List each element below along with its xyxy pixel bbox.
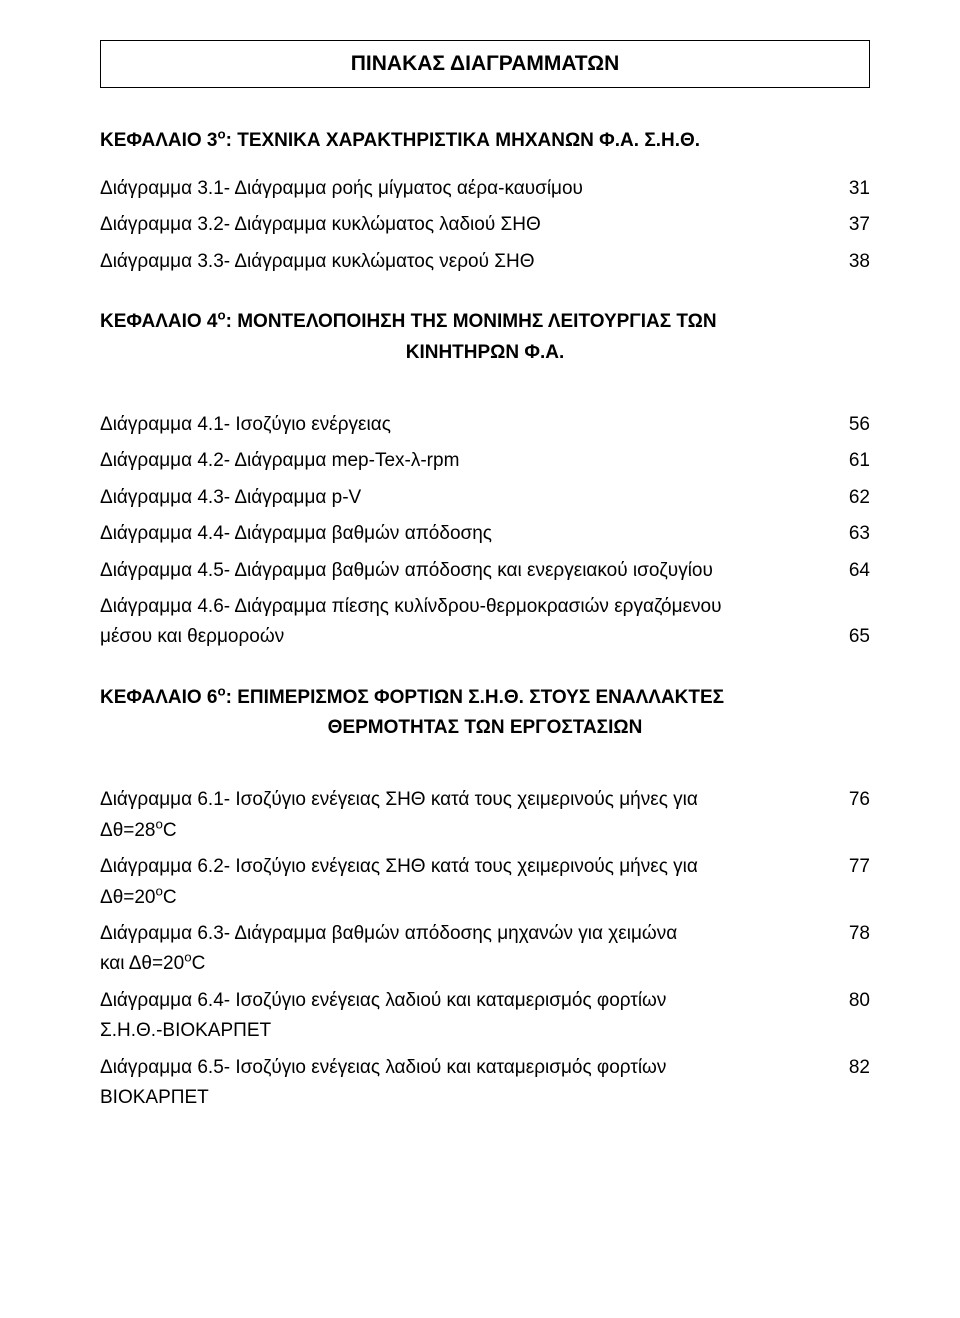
chapter-6-sup: ο bbox=[218, 683, 226, 698]
entry-page: 76 bbox=[830, 785, 870, 815]
entry-label-line2: ΒΙΟΚΑΡΠΕΤ bbox=[100, 1087, 209, 1108]
chapter-3-sup: ο bbox=[218, 126, 226, 141]
chapter-6-heading: ΚΕΦΑΛΑΙΟ 6ο: ΕΠΙΜΕΡΙΣΜΟΣ ΦΟΡΤΙΩΝ Σ.Η.Θ. … bbox=[100, 683, 870, 744]
entry-page: 65 bbox=[830, 622, 870, 652]
toc-entry: Διάγραμμα 4.1- Ισοζύγιο ενέργειας 56 bbox=[100, 410, 870, 440]
toc-entry: Διάγραμμα 6.2- Ισοζύγιο ενέγειας ΣΗΘ κατ… bbox=[100, 852, 870, 913]
toc-entry: Διάγραμμα 6.3- Διάγραμμα βαθμών απόδοσης… bbox=[100, 919, 870, 980]
entry-page: 61 bbox=[830, 446, 870, 476]
toc-entry: Διάγραμμα 3.2- Διάγραμμα κυκλώματος λαδι… bbox=[100, 210, 870, 240]
entry-page: 77 bbox=[830, 852, 870, 882]
chapter-4-prefix: ΚΕΦΑΛΑΙΟ 4 bbox=[100, 311, 218, 332]
toc-entry: Διάγραμμα 6.5- Ισοζύγιο ενέγειας λαδιού … bbox=[100, 1053, 870, 1114]
entry-label-line2-pre: Δθ=20 bbox=[100, 887, 156, 908]
toc-entry: Διάγραμμα 3.3- Διάγραμμα κυκλώματος νερο… bbox=[100, 247, 870, 277]
entry-label-line2: Σ.Η.Θ.-ΒΙΟΚΑΡΠΕΤ bbox=[100, 1020, 271, 1041]
toc-entry: Διάγραμμα 4.3- Διάγραμμα p-V 62 bbox=[100, 483, 870, 513]
entry-label: Διάγραμμα 3.3- Διάγραμμα κυκλώματος νερο… bbox=[100, 247, 830, 277]
entry-page: 80 bbox=[830, 986, 870, 1016]
entry-label: Διάγραμμα 4.1- Ισοζύγιο ενέργειας bbox=[100, 410, 830, 440]
entry-label-line1: Διάγραμμα 6.5- Ισοζύγιο ενέγειας λαδιού … bbox=[100, 1057, 666, 1078]
entry-label: Διάγραμμα 4.4- Διάγραμμα βαθμών απόδοσης bbox=[100, 519, 830, 549]
entry-label: Διάγραμμα 6.4- Ισοζύγιο ενέγειας λαδιού … bbox=[100, 986, 830, 1047]
entry-page: 31 bbox=[830, 174, 870, 204]
chapter-6-prefix: ΚΕΦΑΛΑΙΟ 6 bbox=[100, 687, 218, 708]
entry-label: Διάγραμμα 4.5- Διάγραμμα βαθμών απόδοσης… bbox=[100, 556, 830, 586]
chapter-4-suffix: : ΜΟΝΤΕΛΟΠΟΙΗΣΗ ΤΗΣ ΜΟΝΙΜΗΣ ΛΕΙΤΟΥΡΓΙΑΣ … bbox=[226, 311, 717, 332]
spacer bbox=[100, 386, 870, 410]
entry-label-line1: Διάγραμμα 6.1- Ισοζύγιο ενέγειας ΣΗΘ κατ… bbox=[100, 789, 698, 810]
entry-page: 82 bbox=[830, 1053, 870, 1083]
entry-label-line2-pre: και Δθ=20 bbox=[100, 953, 184, 974]
entry-label: Διάγραμμα 6.2- Ισοζύγιο ενέγειας ΣΗΘ κατ… bbox=[100, 852, 830, 913]
entry-label-line2-post: C bbox=[163, 887, 177, 908]
toc-entry: Διάγραμμα 6.1- Ισοζύγιο ενέγειας ΣΗΘ κατ… bbox=[100, 785, 870, 846]
toc-entry: Διάγραμμα 4.4- Διάγραμμα βαθμών απόδοσης… bbox=[100, 519, 870, 549]
spacer bbox=[100, 761, 870, 785]
toc-entry: Διάγραμμα 3.1- Διάγραμμα ροής μίγματος α… bbox=[100, 174, 870, 204]
page-title: ΠΙΝΑΚΑΣ ΔΙΑΓΡΑΜΜΑΤΩΝ bbox=[100, 40, 870, 88]
entry-label-line2: μέσου και θερμοροών bbox=[100, 626, 284, 647]
document-page: ΠΙΝΑΚΑΣ ΔΙΑΓΡΑΜΜΑΤΩΝ ΚΕΦΑΛΑΙΟ 3ο: ΤΕΧΝΙΚ… bbox=[0, 0, 960, 1318]
entry-label: Διάγραμμα 3.1- Διάγραμμα ροής μίγματος α… bbox=[100, 174, 830, 204]
entry-label-line2-pre: Δθ=28 bbox=[100, 820, 156, 841]
entry-page: 63 bbox=[830, 519, 870, 549]
entry-page: 64 bbox=[830, 556, 870, 586]
chapter-3-prefix: ΚΕΦΑΛΑΙΟ 3 bbox=[100, 130, 218, 151]
chapter-3-heading: ΚΕΦΑΛΑΙΟ 3ο: ΤΕΧΝΙΚΑ ΧΑΡΑΚΤΗΡΙΣΤΙΚΑ ΜΗΧΑ… bbox=[100, 126, 870, 156]
chapter-6-heading-line2: ΘΕΡΜΟΤΗΤΑΣ ΤΩΝ ΕΡΓΟΣΤΑΣΙΩΝ bbox=[100, 713, 870, 743]
entry-page: 62 bbox=[830, 483, 870, 513]
entry-label-line1: Διάγραμμα 6.4- Ισοζύγιο ενέγειας λαδιού … bbox=[100, 990, 666, 1011]
entry-label: Διάγραμμα 4.3- Διάγραμμα p-V bbox=[100, 483, 830, 513]
entry-label: Διάγραμμα 6.5- Ισοζύγιο ενέγειας λαδιού … bbox=[100, 1053, 830, 1114]
entry-label-line2-sup: ο bbox=[184, 950, 191, 965]
entry-label-line2-post: C bbox=[163, 820, 177, 841]
entry-page: 37 bbox=[830, 210, 870, 240]
toc-entry: Διάγραμμα 4.6- Διάγραμμα πίεσης κυλίνδρο… bbox=[100, 592, 870, 653]
entry-label: Διάγραμμα 6.3- Διάγραμμα βαθμών απόδοσης… bbox=[100, 919, 830, 980]
chapter-4-sup: ο bbox=[218, 308, 226, 323]
entry-label-line1: Διάγραμμα 6.3- Διάγραμμα βαθμών απόδοσης… bbox=[100, 923, 677, 944]
chapter-6-suffix: : ΕΠΙΜΕΡΙΣΜΟΣ ΦΟΡΤΙΩΝ Σ.Η.Θ. ΣΤΟΥΣ ΕΝΑΛΛ… bbox=[226, 687, 724, 708]
toc-entry: Διάγραμμα 6.4- Ισοζύγιο ενέγειας λαδιού … bbox=[100, 986, 870, 1047]
entry-page: 78 bbox=[830, 919, 870, 949]
entry-label-line2-post: C bbox=[192, 953, 206, 974]
entry-label: Διάγραμμα 6.1- Ισοζύγιο ενέγειας ΣΗΘ κατ… bbox=[100, 785, 830, 846]
entry-label-line2-sup: ο bbox=[156, 817, 163, 832]
entry-label-line1: Διάγραμμα 6.2- Ισοζύγιο ενέγειας ΣΗΘ κατ… bbox=[100, 856, 698, 877]
chapter-3-suffix: : ΤΕΧΝΙΚΑ ΧΑΡΑΚΤΗΡΙΣΤΙΚΑ ΜΗΧΑΝΩΝ Φ.Α. Σ.… bbox=[226, 130, 700, 151]
toc-entry: Διάγραμμα 4.2- Διάγραμμα mep-Tex-λ-rpm 6… bbox=[100, 446, 870, 476]
entry-page: 38 bbox=[830, 247, 870, 277]
entry-label: Διάγραμμα 3.2- Διάγραμμα κυκλώματος λαδι… bbox=[100, 210, 830, 240]
entry-label-line2-sup: ο bbox=[156, 883, 163, 898]
chapter-4-heading: ΚΕΦΑΛΑΙΟ 4ο: ΜΟΝΤΕΛΟΠΟΙΗΣΗ ΤΗΣ ΜΟΝΙΜΗΣ Λ… bbox=[100, 307, 870, 368]
entry-label: Διάγραμμα 4.6- Διάγραμμα πίεσης κυλίνδρο… bbox=[100, 592, 830, 653]
entry-label: Διάγραμμα 4.2- Διάγραμμα mep-Tex-λ-rpm bbox=[100, 446, 830, 476]
entry-label-line1: Διάγραμμα 4.6- Διάγραμμα πίεσης κυλίνδρο… bbox=[100, 596, 722, 617]
toc-entry: Διάγραμμα 4.5- Διάγραμμα βαθμών απόδοσης… bbox=[100, 556, 870, 586]
chapter-4-heading-line2: ΚΙΝΗΤΗΡΩΝ Φ.Α. bbox=[100, 338, 870, 368]
entry-page: 56 bbox=[830, 410, 870, 440]
